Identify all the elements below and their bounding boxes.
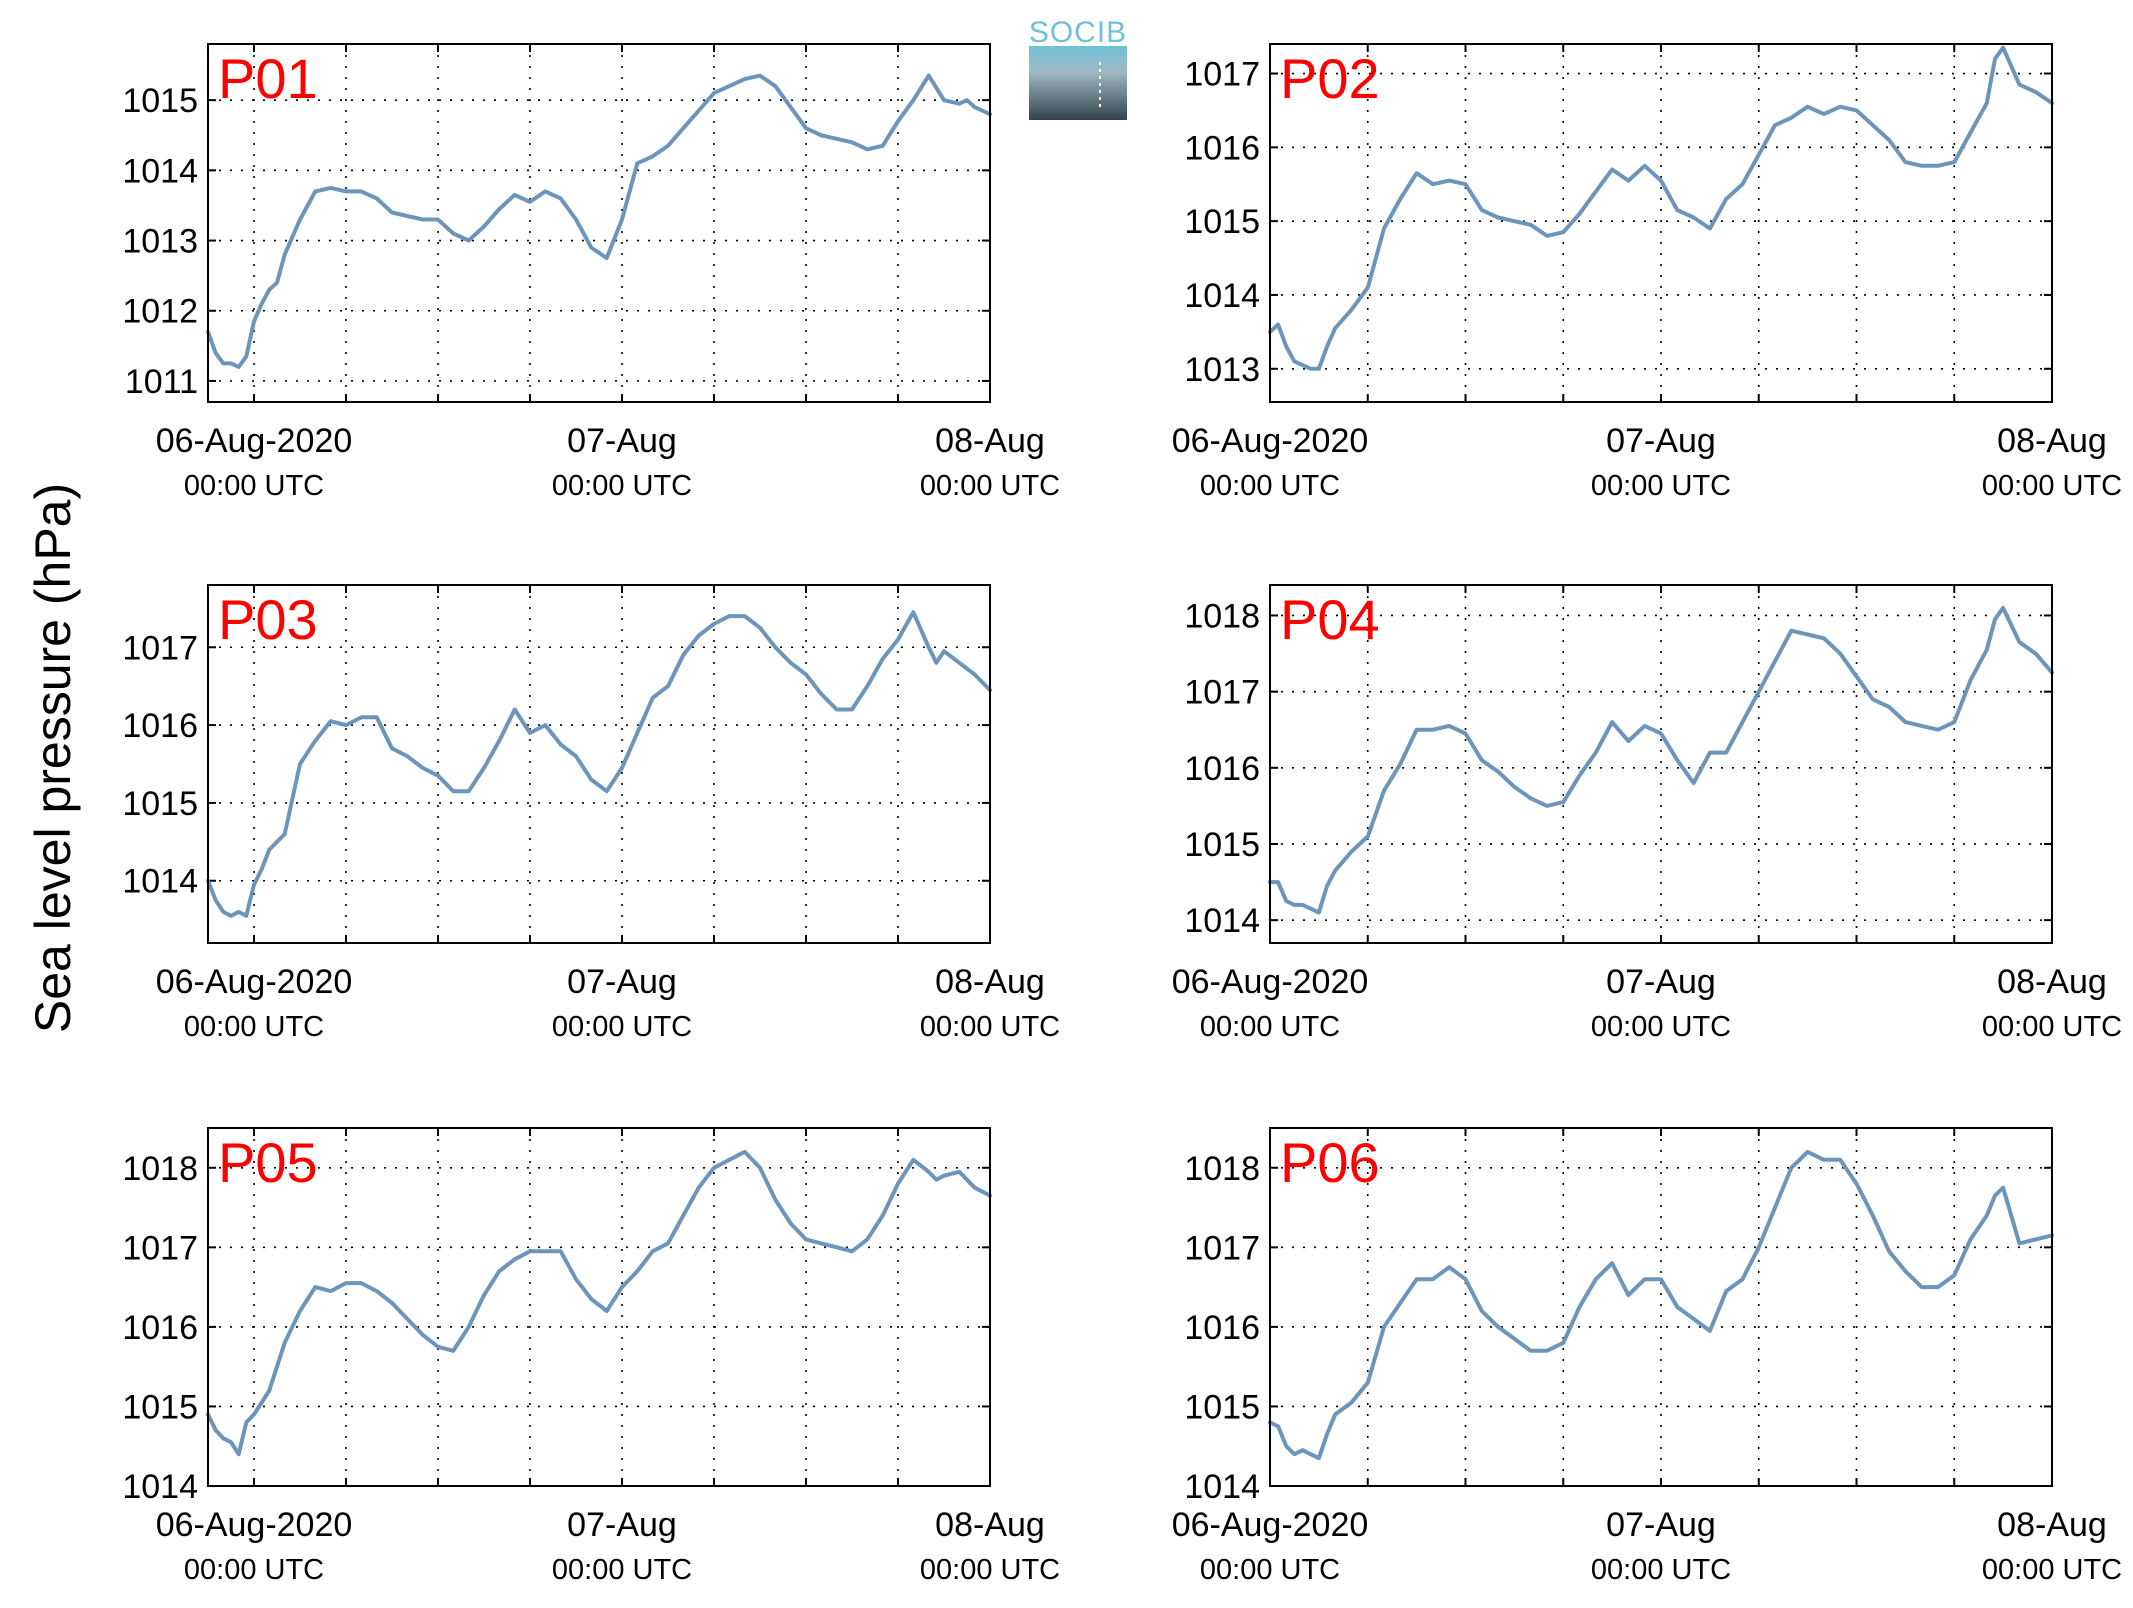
x-tick-label: 07-Aug [1606,963,1716,1001]
x-tick-sublabel: 00:00 UTC [1591,470,1731,502]
y-tick-label: 1018 [1184,1150,1260,1188]
x-tick-label: 07-Aug [567,963,677,1001]
y-tick-label: 1018 [1184,597,1260,635]
y-tick-label: 1014 [1184,277,1260,315]
y-tick-label: 1015 [122,785,198,823]
y-tick-label: 1013 [122,223,198,261]
y-tick-label: 1014 [122,152,198,190]
y-tick-label: 1017 [1184,1229,1260,1267]
plot-frame [1269,1127,2053,1487]
y-tick-label: 1011 [125,363,198,401]
series-line [1268,45,2054,371]
panel-label: P06 [1280,1131,1380,1194]
y-tick-label: 1013 [1184,351,1260,389]
y-tick-label: 1015 [1184,1388,1260,1426]
x-tick-sublabel: 00:00 UTC [184,470,324,502]
y-tick-label: 1017 [1184,56,1260,94]
socib-logo-mark [1029,46,1127,120]
y-tick-label: 1014 [1184,902,1260,940]
y-tick-label: 1017 [1184,674,1260,712]
x-tick-label: 06-Aug-2020 [1172,963,1369,1001]
y-tick-label: 1015 [122,82,198,120]
plot-area [208,44,990,402]
y-tick-label: 1014 [122,863,198,901]
x-tick-label: 07-Aug [567,422,677,460]
socib-logo: SOCIB [1029,16,1127,120]
y-axis-label: Sea level pressure (hPa) [25,483,81,1033]
x-tick-sublabel: 00:00 UTC [1591,1011,1731,1043]
socib-logo-text: SOCIB [1029,16,1127,49]
series-line [1268,605,2054,915]
y-tick-label: 1016 [1184,1309,1260,1347]
x-tick-sublabel: 00:00 UTC [552,1011,692,1043]
x-tick-sublabel: 00:00 UTC [184,1554,324,1586]
y-tick-label: 1012 [122,293,198,331]
plot-frame [1269,43,2053,403]
x-tick-label: 08-Aug [1997,1506,2107,1544]
x-tick-label: 07-Aug [567,1506,677,1544]
x-tick-sublabel: 00:00 UTC [920,470,1060,502]
x-tick-label: 08-Aug [1997,963,2107,1001]
x-tick-sublabel: 00:00 UTC [1200,1554,1340,1586]
y-tick-label: 1018 [122,1150,198,1188]
x-tick-label: 06-Aug-2020 [156,422,353,460]
x-tick-sublabel: 00:00 UTC [1200,470,1340,502]
x-tick-sublabel: 00:00 UTC [1591,1554,1731,1586]
panel-01: 1011 1012 1013 1014 1015 06-Aug-2020 00:00 UTC… [122,43,1060,502]
panel-06: 1014 1015 1016 1017 1018 06-Aug-2020 00:00 UTC… [1172,1127,2122,1586]
series-line [206,610,992,918]
panel-label: P05 [218,1131,318,1194]
x-tick-sublabel: 00:00 UTC [552,470,692,502]
y-tick-label: 1016 [1184,750,1260,788]
x-tick-sublabel: 00:00 UTC [552,1554,692,1586]
y-tick-label: 1016 [122,707,198,745]
plot-frame [207,1127,991,1487]
x-tick-label: 07-Aug [1606,1506,1716,1544]
panel-label: P03 [218,588,318,651]
y-tick-label: 1015 [122,1388,198,1426]
panel-label: P04 [1280,588,1380,651]
y-tick-label: 1017 [122,1229,198,1267]
y-tick-label: 1015 [1184,203,1260,241]
plot-frame [1269,584,2053,944]
x-tick-sublabel: 00:00 UTC [184,1011,324,1043]
plot-area [208,585,990,943]
plot-frame [207,43,991,403]
y-tick-label: 1014 [1184,1468,1260,1506]
panel-02: 1013 1014 1015 1016 1017 06-Aug-2020 00:00 UTC… [1172,43,2122,502]
panels: 1011 1012 1013 1014 1015 06-Aug-2020 00:00 UTC… [122,43,2122,1586]
x-tick-label: 07-Aug [1606,422,1716,460]
panel-label: P02 [1280,47,1380,110]
x-tick-label: 08-Aug [935,1506,1045,1544]
x-tick-label: 06-Aug-2020 [156,1506,353,1544]
y-tick-label: 1016 [1184,129,1260,167]
panel-label: P01 [218,47,318,110]
y-tick-label: 1014 [122,1468,198,1506]
x-tick-label: 08-Aug [935,963,1045,1001]
plot-frame [207,584,991,944]
x-tick-sublabel: 00:00 UTC [1982,1011,2122,1043]
panel-04: 1014 1015 1016 1017 1018 06-Aug-2020 00:00 UTC… [1172,584,2122,1043]
panel-03: 1014 1015 1016 1017 06-Aug-2020 00:00 UTC 07-A… [122,584,1060,1043]
y-tick-label: 1015 [1184,826,1260,864]
series-line [1268,1149,2054,1461]
series-line [206,73,992,369]
series-line [206,1149,992,1457]
x-tick-sublabel: 00:00 UTC [1982,1554,2122,1586]
x-tick-label: 08-Aug [935,422,1045,460]
x-tick-sublabel: 00:00 UTC [1982,470,2122,502]
plot-area [1270,1128,2052,1486]
x-tick-label: 08-Aug [1997,422,2107,460]
x-tick-sublabel: 00:00 UTC [920,1554,1060,1586]
x-tick-label: 06-Aug-2020 [1172,422,1369,460]
x-tick-label: 06-Aug-2020 [156,963,353,1001]
y-tick-label: 1017 [122,629,198,667]
x-tick-label: 06-Aug-2020 [1172,1506,1369,1544]
y-tick-label: 1016 [122,1309,198,1347]
x-tick-sublabel: 00:00 UTC [920,1011,1060,1043]
plot-area [1270,585,2052,943]
panel-05: 1014 1015 1016 1017 1018 06-Aug-2020 00:00 UTC… [122,1127,1060,1586]
x-tick-sublabel: 00:00 UTC [1200,1011,1340,1043]
